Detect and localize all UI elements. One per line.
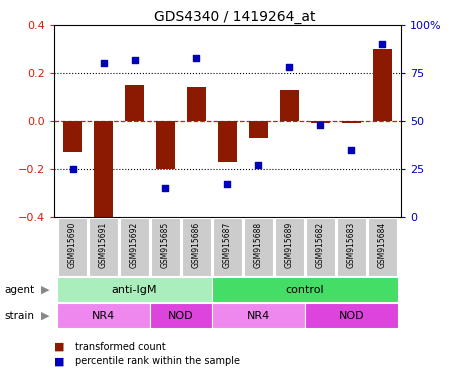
FancyBboxPatch shape xyxy=(120,218,149,276)
Bar xyxy=(94,121,113,222)
Text: transformed count: transformed count xyxy=(75,342,166,352)
Text: GSM915686: GSM915686 xyxy=(192,222,201,268)
Text: GSM915682: GSM915682 xyxy=(316,222,325,268)
Text: ■: ■ xyxy=(54,342,64,352)
Bar xyxy=(156,121,175,169)
Point xyxy=(69,166,76,172)
Text: GSM915690: GSM915690 xyxy=(68,222,77,268)
Point xyxy=(378,41,386,47)
FancyBboxPatch shape xyxy=(305,303,398,328)
Text: control: control xyxy=(286,285,324,295)
Text: percentile rank within the sample: percentile rank within the sample xyxy=(75,356,240,366)
Bar xyxy=(63,121,82,152)
FancyBboxPatch shape xyxy=(305,218,335,276)
Text: GSM915683: GSM915683 xyxy=(347,222,356,268)
FancyBboxPatch shape xyxy=(212,303,305,328)
Text: anti-IgM: anti-IgM xyxy=(112,285,157,295)
Text: NOD: NOD xyxy=(168,311,194,321)
Point xyxy=(286,64,293,70)
Text: NOD: NOD xyxy=(339,311,364,321)
Point xyxy=(255,162,262,168)
FancyBboxPatch shape xyxy=(368,218,397,276)
FancyBboxPatch shape xyxy=(182,218,212,276)
Point xyxy=(224,181,231,187)
Text: agent: agent xyxy=(5,285,35,295)
Bar xyxy=(342,121,361,123)
Bar xyxy=(218,121,237,162)
Point xyxy=(162,185,169,191)
Text: NR4: NR4 xyxy=(92,311,115,321)
Point xyxy=(317,122,324,128)
Point xyxy=(193,55,200,61)
Text: GSM915684: GSM915684 xyxy=(378,222,387,268)
Bar xyxy=(249,121,268,138)
Text: strain: strain xyxy=(5,311,35,321)
Text: ■: ■ xyxy=(54,356,64,366)
FancyBboxPatch shape xyxy=(150,303,212,328)
Bar xyxy=(373,49,392,121)
Text: GSM915685: GSM915685 xyxy=(161,222,170,268)
FancyBboxPatch shape xyxy=(58,218,87,276)
Text: ▶: ▶ xyxy=(41,311,50,321)
Bar xyxy=(125,85,144,121)
Text: GSM915692: GSM915692 xyxy=(130,222,139,268)
FancyBboxPatch shape xyxy=(212,218,242,276)
Text: GSM915691: GSM915691 xyxy=(99,222,108,268)
Point xyxy=(348,147,355,153)
Text: GDS4340 / 1419264_at: GDS4340 / 1419264_at xyxy=(154,10,315,23)
FancyBboxPatch shape xyxy=(151,218,181,276)
FancyBboxPatch shape xyxy=(57,303,150,328)
Text: GSM915689: GSM915689 xyxy=(285,222,294,268)
Text: ▶: ▶ xyxy=(41,285,50,295)
FancyBboxPatch shape xyxy=(337,218,366,276)
Bar xyxy=(187,88,206,121)
Bar xyxy=(311,121,330,123)
FancyBboxPatch shape xyxy=(212,277,398,302)
Point xyxy=(100,60,107,66)
Text: GSM915687: GSM915687 xyxy=(223,222,232,268)
FancyBboxPatch shape xyxy=(57,277,212,302)
Point xyxy=(131,56,138,63)
Bar xyxy=(280,90,299,121)
Text: NR4: NR4 xyxy=(247,311,270,321)
FancyBboxPatch shape xyxy=(89,218,118,276)
FancyBboxPatch shape xyxy=(243,218,273,276)
Text: GSM915688: GSM915688 xyxy=(254,222,263,268)
FancyBboxPatch shape xyxy=(274,218,304,276)
